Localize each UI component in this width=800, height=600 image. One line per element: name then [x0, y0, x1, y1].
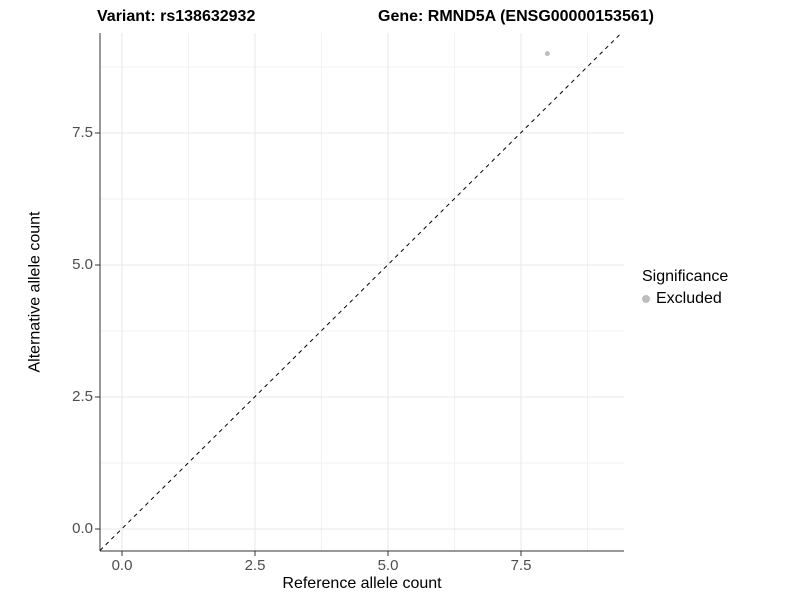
- y-tick-label: 7.5: [72, 124, 93, 141]
- legend-item: Excluded: [642, 289, 728, 309]
- plot-title-variant: Variant: rs138632932: [97, 8, 256, 25]
- legend-title: Significance: [642, 268, 729, 285]
- x-tick-label: 7.5: [510, 557, 532, 574]
- legend-item-label: Excluded: [656, 290, 722, 307]
- x-tick-label: 0.0: [111, 557, 133, 574]
- x-tick-label: 5.0: [377, 557, 399, 574]
- y-axis-label-text: Alternative allele count: [26, 211, 44, 373]
- y-tick-label: 0.0: [72, 520, 93, 537]
- plot-panel: [95, 33, 624, 556]
- y-axis-label: Alternative allele count: [18, 33, 52, 551]
- x-axis-label: Reference allele count: [282, 575, 442, 592]
- legend: Significance Excluded: [642, 267, 728, 309]
- y-tick-label: 5.0: [72, 256, 93, 273]
- plot-title-gene: Gene: RMND5A (ENSG00000153561): [378, 8, 654, 25]
- y-tick-label: 2.5: [72, 388, 93, 405]
- legend-dot: [642, 295, 650, 303]
- x-tick-label: 2.5: [244, 557, 266, 574]
